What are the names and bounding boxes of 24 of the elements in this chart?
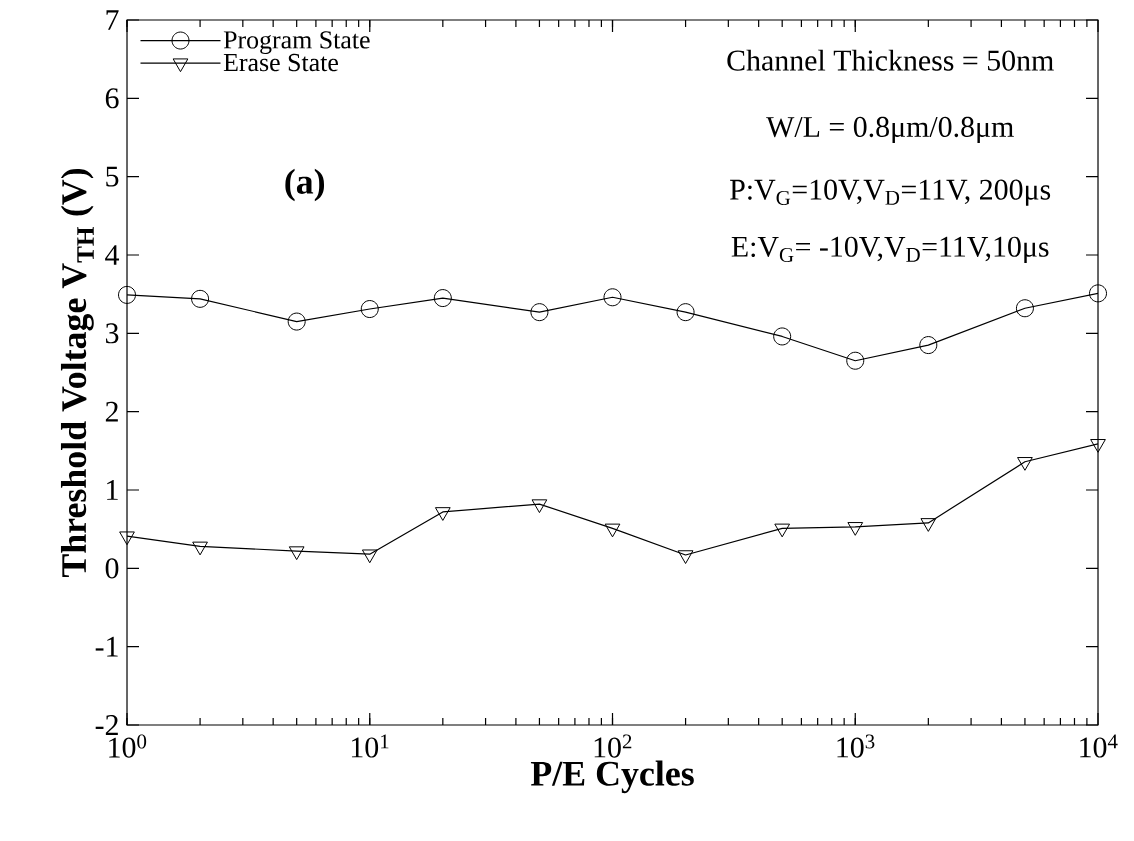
legend-label: Erase State [223, 53, 338, 72]
x-tick-label: 10$^{4}$ [1080, 734, 1118, 758]
x-axis-title: P/E Cycles [530, 760, 694, 794]
annotation: E:V$_{G}$= -10V,V$_{D}$=11V,10μs [731, 236, 1049, 263]
legend-label: Program State [223, 31, 370, 54]
y-tick-label: 3 [105, 323, 119, 344]
x-tick-label: 10$^{3}$ [837, 734, 875, 758]
annotation: (a) [285, 168, 325, 202]
annotation: W/L = 0.8μm/0.8μm [766, 116, 1014, 144]
y-axis-title: Threshold Voltage V$_{TH}$ (V) [60, 168, 94, 578]
y-tick-label: 0 [105, 558, 119, 579]
y-tick-label: 6 [105, 88, 119, 109]
x-tick-label: 10$^{2}$ [594, 734, 632, 758]
y-tick-label: 1 [107, 480, 118, 500]
y-tick-label: 4 [105, 245, 120, 265]
annotation: P:V$_{G}$=10V,V$_{D}$=11V, 200μs [730, 179, 1051, 206]
x-tick-label: 10$^{0}$ [109, 734, 147, 758]
y-tick-label: -1 [95, 636, 118, 657]
y-tick-label: 2 [105, 401, 118, 422]
y-tick-label: 7 [106, 10, 119, 30]
annotation: Channel Thickness = 50nm [727, 49, 1054, 71]
x-tick-label: 10$^{1}$ [351, 734, 389, 758]
y-tick-label: 5 [106, 166, 119, 187]
y-tick-label: -2 [95, 715, 118, 735]
